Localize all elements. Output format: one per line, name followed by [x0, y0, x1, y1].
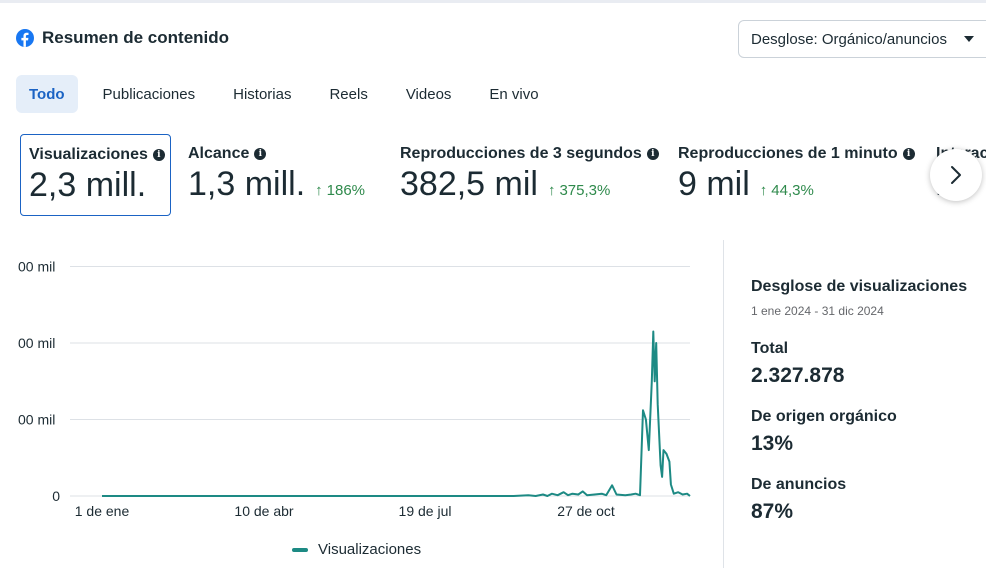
metric-delta-value: 186% — [326, 182, 366, 199]
metric-delta: ↑ 186% — [315, 182, 365, 199]
views-breakdown-panel: Desglose de visualizaciones 1 ene 2024 -… — [751, 278, 986, 523]
content-tabs: Todo Publicaciones Historias Reels Video… — [16, 75, 564, 113]
metric-value: 2,3 mill. — [29, 166, 147, 204]
metric-card-alcance[interactable]: Alcance i 1,3 mill. ↑ 186% — [188, 134, 365, 216]
ads-label: De anuncios — [751, 476, 847, 493]
page-title: Resumen de contenido — [42, 28, 230, 47]
facebook-icon — [16, 29, 34, 47]
metric-card-3s-plays[interactable]: Reproducciones de 3 segundos i 382,5 mil … — [400, 134, 659, 216]
metric-delta-value: 375,3% — [559, 182, 611, 199]
metric-value: 382,5 mil — [400, 165, 538, 203]
breakdown-dropdown-label: Desglose: Orgánico/anuncios — [751, 30, 947, 48]
metric-value: 9 mil — [678, 165, 750, 203]
arrow-up-icon: ↑ — [315, 182, 323, 199]
metrics-row: Visualizaciones i 2,3 mill. Alcance i 1,3 … — [20, 134, 986, 216]
views-chart: 0 00 mil 00 mil 00 mil 1 de ene 10 de abr 19 d… — [0, 240, 722, 568]
arrow-up-icon: ↑ — [759, 182, 768, 199]
info-icon[interactable]: i — [646, 148, 659, 160]
metric-label: Visualizaciones — [29, 146, 148, 163]
info-icon[interactable]: i — [152, 149, 165, 161]
y-tick-label: 00 mil — [18, 335, 55, 351]
breakdown-ads: De anuncios 87% — [751, 476, 846, 524]
chevron-right-icon — [951, 166, 961, 184]
y-tick-label: 0 — [52, 488, 60, 504]
info-icon[interactable]: i — [902, 148, 915, 160]
metric-label: Reproducciones de 3 segundos — [400, 145, 642, 162]
top-border — [0, 0, 986, 3]
x-tick-label: 27 de oct — [557, 503, 615, 519]
organic-label: De origen orgánico — [751, 408, 897, 425]
total-label: Total — [751, 340, 789, 357]
x-tick-label: 10 de abr — [234, 503, 293, 519]
tab-reels[interactable]: Reels — [329, 85, 368, 103]
breakdown-organic: De origen orgánico 13% — [751, 408, 897, 456]
y-tick-label: 00 mil — [18, 412, 55, 428]
next-metrics-button[interactable] — [930, 149, 982, 201]
views-line-chart: 0 00 mil 00 mil 00 mil 1 de ene 10 de abr 19 d… — [18, 259, 691, 519]
caret-down-icon — [964, 36, 974, 42]
metric-delta: ↑ 44,3% — [760, 182, 814, 199]
ads-value: 87% — [751, 500, 794, 523]
metric-delta: ↑ 375,3% — [548, 182, 610, 199]
metric-delta-value: 44,3% — [771, 182, 814, 199]
x-tick-label: 1 de ene — [75, 503, 130, 519]
content-overview-header: Resumen de contenido — [16, 28, 229, 48]
arrow-up-icon: ↑ — [547, 182, 556, 199]
metric-label: Alcance — [188, 145, 250, 162]
x-tick-label: 19 de jul — [399, 503, 452, 519]
panel-divider — [723, 240, 724, 568]
tab-historias[interactable]: Historias — [233, 85, 292, 103]
tab-publicaciones[interactable]: Publicaciones — [102, 85, 196, 103]
tab-videos[interactable]: Videos — [405, 85, 452, 103]
metric-card-1min-plays[interactable]: Reproducciones de 1 minuto i 9 mil ↑ 44,3% — [678, 134, 915, 216]
metric-card-visualizaciones[interactable]: Visualizaciones i 2,3 mill. — [20, 134, 171, 216]
tab-todo[interactable]: Todo — [16, 75, 78, 113]
chart-legend: Visualizaciones — [292, 541, 421, 558]
y-tick-label: 00 mil — [18, 259, 55, 275]
metric-label: Reproducciones de 1 minuto — [678, 145, 898, 162]
metric-value: 1,3 mill. — [188, 165, 306, 203]
legend-swatch — [292, 547, 308, 552]
breakdown-title: Desglose de visualizaciones — [751, 278, 968, 295]
tab-en-vivo[interactable]: En vivo — [489, 85, 539, 103]
info-icon[interactable]: i — [254, 148, 267, 160]
total-value: 2.327.878 — [751, 364, 845, 387]
breakdown-date-range: 1 ene 2024 - 31 dic 2024 — [751, 304, 884, 318]
organic-value: 13% — [751, 432, 794, 455]
breakdown-total: Total 2.327.878 — [751, 340, 844, 388]
series-line-visualizaciones — [102, 330, 691, 497]
legend-label: Visualizaciones — [318, 541, 422, 558]
breakdown-dropdown[interactable]: Desglose: Orgánico/anuncios — [738, 20, 986, 58]
